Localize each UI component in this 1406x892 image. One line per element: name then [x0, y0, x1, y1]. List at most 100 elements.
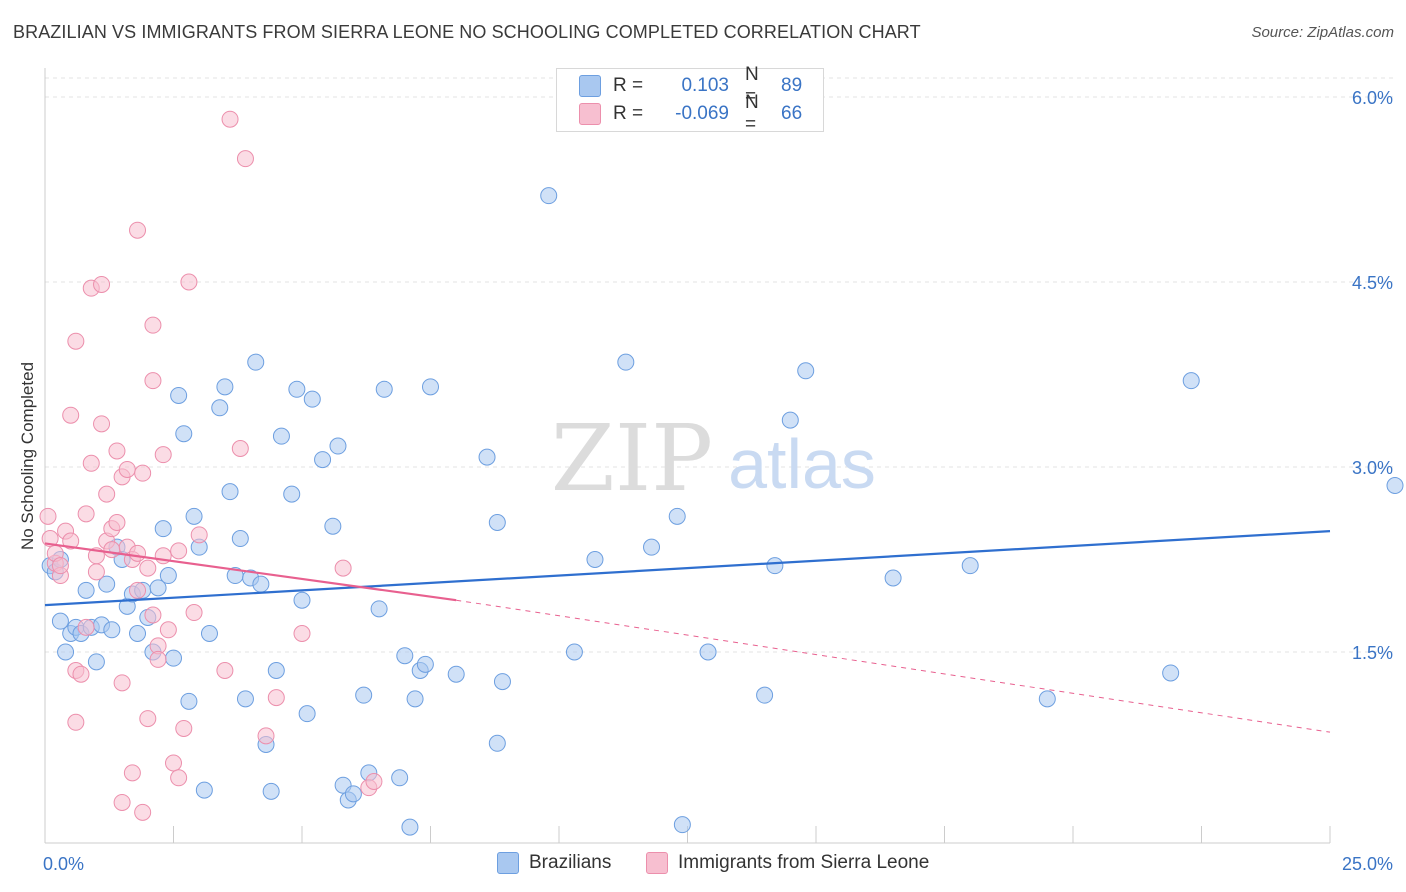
point-brazilians	[231, 530, 249, 548]
point-sierra-leone	[82, 454, 100, 472]
point-brazilians	[756, 686, 774, 704]
point-brazilians	[493, 673, 511, 691]
point-brazilians	[961, 557, 979, 575]
point-brazilians	[77, 581, 95, 599]
point-sierra-leone	[175, 719, 193, 737]
tick-labels: 1.5% 3.0% 4.5% 6.0% 0.0% 25.0%	[43, 88, 1393, 874]
point-brazilians	[355, 686, 373, 704]
point-sierra-leone	[159, 621, 177, 639]
y-tick-label: 3.0%	[1352, 458, 1393, 478]
point-sierra-leone	[129, 581, 147, 599]
point-brazilians	[252, 575, 270, 593]
watermark-zip: ZIP	[551, 405, 713, 512]
point-sierra-leone	[257, 727, 275, 745]
point-brazilians	[391, 769, 409, 787]
correlation-legend: R = 0.103 N = 89 R = -0.069 N = 66	[556, 64, 824, 135]
point-sierra-leone	[134, 464, 152, 482]
point-brazilians	[211, 399, 229, 417]
legend-n-value: 89	[781, 75, 803, 96]
legend-r-value: -0.069	[675, 103, 729, 124]
point-sierra-leone	[67, 713, 85, 731]
point-brazilians	[375, 380, 393, 398]
point-brazilians	[298, 705, 316, 723]
point-brazilians	[288, 380, 306, 398]
point-brazilians	[324, 517, 342, 535]
point-sierra-leone	[51, 557, 69, 575]
point-sierra-leone	[144, 372, 162, 390]
legend-r-label: R =	[613, 103, 644, 124]
legend-n-label: N =	[745, 92, 759, 135]
point-brazilians	[344, 785, 362, 803]
point-sierra-leone	[165, 754, 182, 772]
x-tick-label: 0.0%	[43, 854, 84, 874]
point-sierra-leone	[39, 507, 57, 525]
point-sierra-leone	[334, 559, 352, 577]
legend-r-label: R =	[613, 75, 644, 96]
point-sierra-leone	[144, 316, 162, 334]
legend-row-brazilians: R = 0.103 N = 89	[579, 64, 803, 107]
point-brazilians	[488, 514, 506, 531]
point-brazilians	[221, 483, 239, 501]
legend-item-brazilians[interactable]: Brazilians	[497, 852, 611, 874]
point-sierra-leone	[144, 606, 162, 624]
point-brazilians	[797, 362, 815, 380]
point-brazilians	[180, 692, 198, 710]
point-brazilians	[195, 781, 213, 799]
point-brazilians	[370, 600, 388, 618]
point-sierra-leone	[129, 544, 147, 562]
point-brazilians	[103, 621, 121, 639]
point-sierra-leone	[113, 674, 131, 692]
point-brazilians	[781, 411, 799, 429]
point-sierra-leone	[93, 415, 111, 433]
chart-title: BRAZILIAN VS IMMIGRANTS FROM SIERRA LEON…	[13, 22, 921, 42]
legend-swatch-brazilians	[497, 852, 519, 874]
point-sierra-leone	[231, 440, 249, 457]
point-brazilians	[159, 567, 177, 585]
legend-item-sierra-leone[interactable]: Immigrants from Sierra Leone	[646, 852, 929, 874]
point-brazilians	[154, 520, 172, 538]
point-sierra-leone	[267, 689, 285, 707]
point-sierra-leone	[87, 563, 105, 581]
data-points	[39, 110, 1404, 836]
point-brazilians	[406, 690, 424, 708]
point-sierra-leone	[185, 604, 203, 622]
point-sierra-leone	[118, 460, 136, 478]
trend-line-sierra-leone-projection	[456, 599, 1331, 733]
point-brazilians	[87, 653, 105, 671]
trend-line-sierra-leone	[44, 542, 457, 602]
point-brazilians	[617, 353, 635, 371]
point-sierra-leone	[180, 273, 198, 291]
legend-label-sierra-leone: Immigrants from Sierra Leone	[678, 852, 930, 873]
point-brazilians	[283, 485, 301, 503]
series-legend: Brazilians Immigrants from Sierra Leone	[0, 852, 1406, 878]
legend-r-value: 0.103	[681, 75, 729, 96]
point-brazilians	[314, 451, 332, 469]
point-brazilians	[329, 437, 347, 455]
legend-row-sierra-leone: R = -0.069 N = 66	[579, 92, 802, 135]
point-brazilians	[488, 734, 506, 752]
point-sierra-leone	[134, 803, 152, 821]
point-brazilians	[51, 612, 69, 630]
point-sierra-leone	[67, 332, 85, 350]
point-brazilians	[57, 643, 75, 661]
point-brazilians	[673, 816, 691, 834]
point-sierra-leone	[170, 769, 188, 787]
watermark-atlas: atlas	[728, 425, 876, 503]
x-tick-label: 25.0%	[1342, 854, 1393, 874]
point-brazilians	[396, 647, 414, 665]
point-brazilians	[1182, 372, 1200, 390]
point-brazilians	[216, 378, 234, 396]
point-brazilians	[247, 353, 265, 371]
legend-label-brazilians: Brazilians	[529, 852, 612, 873]
point-sierra-leone	[139, 559, 157, 577]
y-tick-label: 1.5%	[1352, 643, 1393, 663]
point-brazilians	[165, 649, 182, 667]
point-sierra-leone	[108, 442, 126, 460]
point-brazilians	[236, 690, 254, 708]
point-brazilians	[129, 625, 147, 642]
point-sierra-leone	[149, 650, 167, 668]
trend-line-brazilians	[44, 530, 1331, 607]
point-brazilians	[200, 625, 218, 642]
point-sierra-leone	[62, 532, 80, 550]
point-sierra-leone	[293, 625, 311, 642]
